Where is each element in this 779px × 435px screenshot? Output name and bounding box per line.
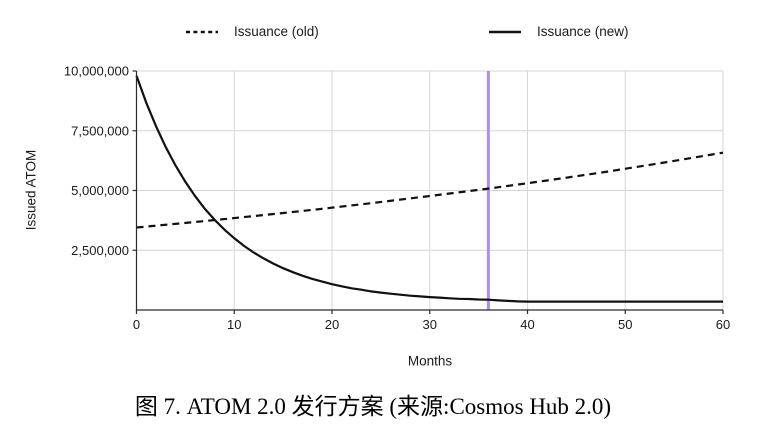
legend-item-issuance-new: Issuance (new) (488, 22, 629, 42)
legend: Issuance (old) Issuance (new) (0, 22, 779, 42)
svg-text:10,000,000: 10,000,000 (64, 64, 129, 79)
svg-text:5,000,000: 5,000,000 (71, 183, 129, 198)
solid-line-swatch (489, 30, 521, 34)
svg-text:7,500,000: 7,500,000 (71, 123, 129, 138)
svg-text:20: 20 (325, 317, 339, 332)
svg-text:0: 0 (133, 317, 140, 332)
legend-label-issuance-old: Issuance (old) (234, 24, 319, 39)
series-issuance-old (136, 151, 724, 229)
svg-text:2,500,000: 2,500,000 (71, 243, 129, 258)
gridlines (136, 70, 724, 310)
series-issuance-new (135, 75, 723, 303)
x-tick-labels: 0 10 20 30 40 50 60 (133, 317, 730, 332)
legend-item-issuance-old: Issuance (old) (185, 22, 319, 42)
svg-text:30: 30 (423, 317, 437, 332)
svg-text:40: 40 (520, 317, 534, 332)
svg-text:50: 50 (618, 317, 632, 332)
y-axis-title: Issued ATOM (23, 149, 39, 231)
svg-text:10: 10 (227, 317, 241, 332)
y-tick-labels: 2,500,000 5,000,000 7,500,000 10,000,000 (64, 64, 129, 258)
svg-text:60: 60 (716, 317, 730, 332)
legend-label-issuance-new: Issuance (new) (537, 24, 629, 39)
tick-marks (132, 70, 724, 314)
x-axis-title: Months (407, 353, 453, 369)
dashed-line-swatch (186, 30, 218, 34)
series-lines (135, 75, 724, 303)
issuance-line-chart: 0 10 20 30 40 50 60 2,500,000 5,000,000 7,500,000… (64, 64, 730, 333)
figure-caption: 图 7. ATOM 2.0 发行方案 (来源:Cosmos Hub 2.0) (134, 394, 612, 419)
